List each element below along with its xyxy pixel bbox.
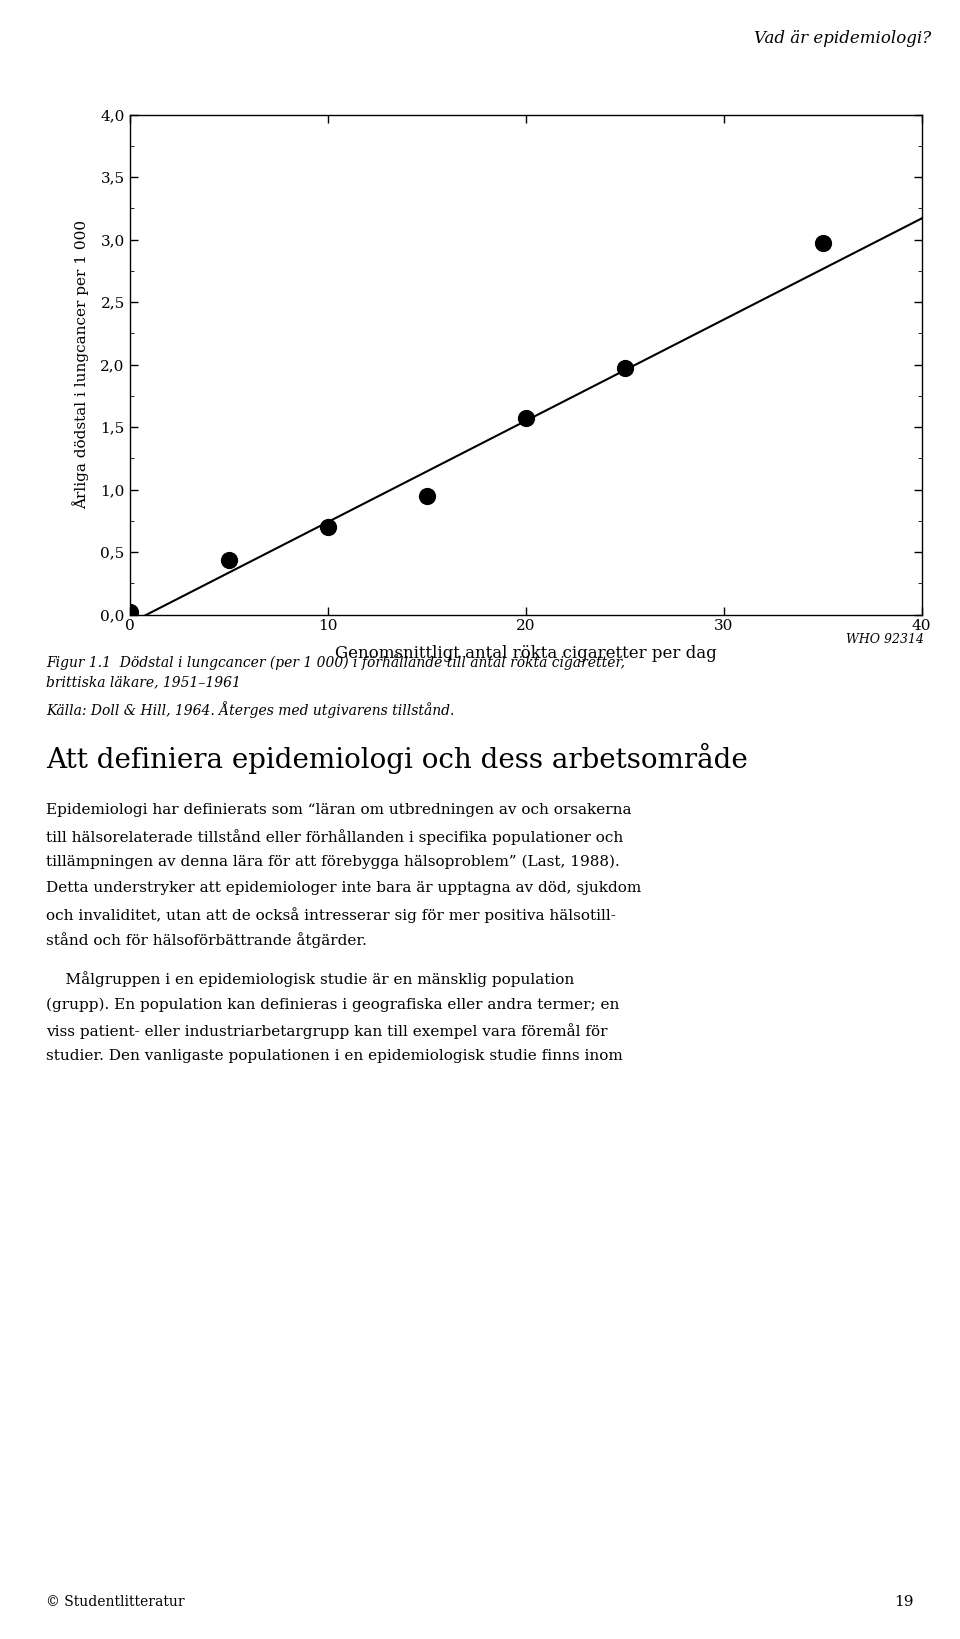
Point [617, 356, 633, 382]
Text: Detta understryker att epidemiologer inte bara är upptagna av död, sjukdom: Detta understryker att epidemiologer int… [46, 880, 641, 895]
Point [815, 231, 830, 257]
Text: (grupp). En population kan definieras i geografiska eller andra termer; en: (grupp). En population kan definieras i … [46, 998, 619, 1011]
Text: © Studentlitteratur: © Studentlitteratur [46, 1595, 184, 1609]
X-axis label: Genomsnittligt antal rökta cigaretter per dag: Genomsnittligt antal rökta cigaretter pe… [335, 644, 716, 662]
Text: Källa: Doll & Hill, 1964. Återges med utgivarens tillstånd.: Källa: Doll & Hill, 1964. Återges med ut… [46, 701, 454, 718]
Text: Att definiera epidemiologi och dess arbetsområde: Att definiera epidemiologi och dess arbe… [46, 742, 748, 774]
Text: till hälsorelaterade tillstånd eller förhållanden i specifika populationer och: till hälsorelaterade tillstånd eller för… [46, 829, 623, 844]
Point [221, 546, 236, 572]
Text: Vad är epidemiologi?: Vad är epidemiologi? [754, 30, 931, 46]
Point [517, 405, 533, 431]
Text: Figur 1.1  Dödstal i lungcancer (per 1 000) i förhållande till antal rökta cigar: Figur 1.1 Dödstal i lungcancer (per 1 00… [46, 654, 625, 670]
Text: viss patient- eller industriarbetargrupp kan till exempel vara föremål för: viss patient- eller industriarbetargrupp… [46, 1023, 608, 1039]
Text: stånd och för hälsoförbättrande åtgärder.: stånd och för hälsoförbättrande åtgärder… [46, 933, 367, 949]
Point [419, 484, 434, 510]
Text: och invaliditet, utan att de också intresserar sig för mer positiva hälsotill-: och invaliditet, utan att de också intre… [46, 906, 616, 923]
Point [122, 598, 137, 624]
Text: Målgruppen i en epidemiologisk studie är en mänsklig population: Målgruppen i en epidemiologisk studie är… [46, 972, 574, 987]
Text: 19: 19 [895, 1595, 914, 1609]
Text: Epidemiologi har definierats som “läran om utbredningen av och orsakerna: Epidemiologi har definierats som “läran … [46, 803, 632, 818]
Y-axis label: Årliga dödstal i lungcancer per 1 000: Årliga dödstal i lungcancer per 1 000 [72, 220, 89, 510]
Text: WHO 92314: WHO 92314 [846, 633, 924, 646]
Text: studier. Den vanligaste populationen i en epidemiologisk studie finns inom: studier. Den vanligaste populationen i e… [46, 1049, 623, 1064]
Text: tillämpningen av denna lära för att förebygga hälsoproblem” (Last, 1988).: tillämpningen av denna lära för att före… [46, 856, 620, 869]
Point [320, 515, 335, 541]
Text: brittiska läkare, 1951–1961: brittiska läkare, 1951–1961 [46, 675, 241, 690]
